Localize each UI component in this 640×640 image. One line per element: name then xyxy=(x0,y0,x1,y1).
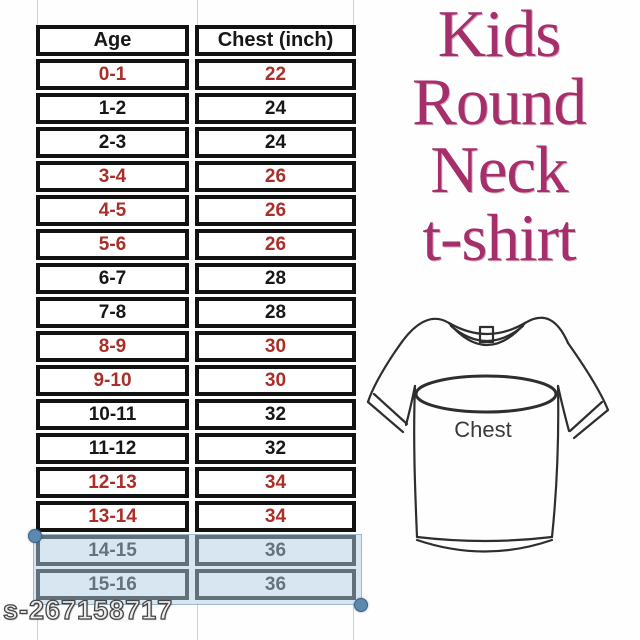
product-title: Kids Round Neck t-shirt xyxy=(358,0,640,272)
hem-top-line xyxy=(415,535,554,543)
table-row: 3-4 26 xyxy=(36,161,358,192)
age-cell: 2-3 xyxy=(36,127,189,158)
right-cuff-inner xyxy=(568,400,604,433)
age-cell: 10-11 xyxy=(36,399,189,430)
table-row: 11-12 32 xyxy=(36,433,358,464)
table-row: 13-14 34 xyxy=(36,501,358,532)
left-sleeve-outer xyxy=(366,344,401,404)
right-cuff-outer xyxy=(572,408,610,440)
age-cell: 9-10 xyxy=(36,365,189,396)
age-cell: 8-9 xyxy=(36,331,189,362)
chest-cell: 26 xyxy=(195,161,356,192)
age-cell: 7-8 xyxy=(36,297,189,328)
chest-cell: 22 xyxy=(195,59,356,90)
table-header-row: Age Chest (inch) xyxy=(36,25,358,56)
chest-cell: 34 xyxy=(195,467,356,498)
left-cuff-inner xyxy=(372,392,409,426)
chest-cell: 28 xyxy=(195,297,356,328)
watermark: s-267158717 xyxy=(2,594,174,625)
age-cell: 3-4 xyxy=(36,161,189,192)
age-cell: 6-7 xyxy=(36,263,189,294)
tshirt-diagram: Chest xyxy=(366,316,610,553)
size-chart-table: Age Chest (inch) 0-1 22 1-2 24 2-3 24 3-… xyxy=(36,25,358,603)
header-chest-cell: Chest (inch) xyxy=(195,25,356,56)
age-cell: 13-14 xyxy=(36,501,189,532)
selection-overlay[interactable] xyxy=(28,529,368,612)
body-left-edge xyxy=(413,384,419,539)
chest-ellipse xyxy=(414,374,558,414)
chest-cell: 30 xyxy=(195,365,356,396)
chest-label: Chest xyxy=(454,417,511,442)
collar-tag xyxy=(478,325,495,344)
selection-handle-top-left[interactable] xyxy=(28,529,42,543)
title-line-3: Neck xyxy=(430,133,568,207)
age-cell: 1-2 xyxy=(36,93,189,124)
size-chart-rows: 0-1 22 1-2 24 2-3 24 3-4 26 4-5 26 5-6 2… xyxy=(36,59,358,600)
chest-cell: 32 xyxy=(195,399,356,430)
age-cell: 12-13 xyxy=(36,467,189,498)
table-row: 8-9 30 xyxy=(36,331,358,362)
table-row: 12-13 34 xyxy=(36,467,358,498)
right-shoulder-line xyxy=(523,316,570,345)
right-sleeve-outer xyxy=(566,341,610,412)
chest-cell: 26 xyxy=(195,195,356,226)
body-right-edge xyxy=(550,384,560,539)
table-row: 10-11 32 xyxy=(36,399,358,430)
table-row: 1-2 24 xyxy=(36,93,358,124)
table-row: 6-7 28 xyxy=(36,263,358,294)
title-line-4: t-shirt xyxy=(422,201,576,275)
selection-handle-bottom-right[interactable] xyxy=(354,598,368,612)
chest-cell: 24 xyxy=(195,127,356,158)
chest-cell: 24 xyxy=(195,93,356,124)
table-row: 4-5 26 xyxy=(36,195,358,226)
table-row: 9-10 30 xyxy=(36,365,358,396)
table-row: 7-8 28 xyxy=(36,297,358,328)
header-age-cell: Age xyxy=(36,25,189,56)
chest-cell: 28 xyxy=(195,263,356,294)
title-line-2: Round xyxy=(412,65,587,139)
age-cell: 0-1 xyxy=(36,59,189,90)
table-row: 0-1 22 xyxy=(36,59,358,90)
left-shoulder-line xyxy=(397,317,451,348)
title-line-1: Kids xyxy=(437,0,562,71)
chest-cell: 30 xyxy=(195,331,356,362)
hem-bottom-line xyxy=(415,538,554,553)
right-underarm xyxy=(556,384,571,433)
age-cell: 11-12 xyxy=(36,433,189,464)
chest-cell: 32 xyxy=(195,433,356,464)
neck-opening-arc xyxy=(447,321,527,336)
chest-cell: 26 xyxy=(195,229,356,260)
chest-cell: 34 xyxy=(195,501,356,532)
left-cuff-outer xyxy=(366,400,405,434)
age-cell: 5-6 xyxy=(36,229,189,260)
table-row: 5-6 26 xyxy=(36,229,358,260)
table-row: 2-3 24 xyxy=(36,127,358,158)
age-cell: 4-5 xyxy=(36,195,189,226)
